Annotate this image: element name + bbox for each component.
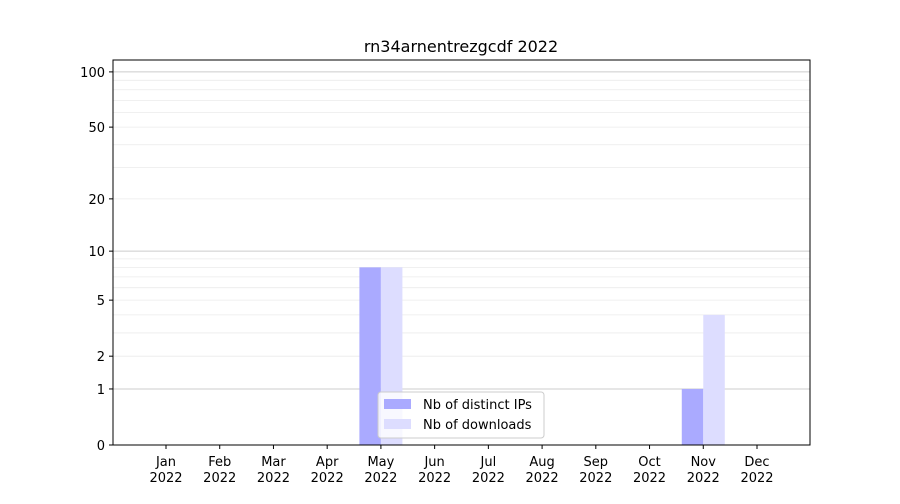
bar-distinct-ips <box>359 267 381 445</box>
legend-swatch <box>384 419 411 429</box>
x-tick-label: Dec 2022 <box>740 455 773 486</box>
x-tick-label: Mar 2022 <box>257 455 290 486</box>
plot-frame <box>112 59 811 446</box>
bar-downloads <box>703 314 725 445</box>
y-tick-label: 1 <box>97 383 105 398</box>
y-tick-label: 50 <box>88 121 105 136</box>
bar-distinct-ips <box>681 388 704 445</box>
legend-label: Nb of downloads <box>423 418 532 433</box>
x-tick-label: Nov 2022 <box>687 455 720 486</box>
y-tick-label: 100 <box>80 66 105 81</box>
y-tick-label: 20 <box>88 193 105 208</box>
x-tick-label: May 2022 <box>364 455 397 486</box>
legend-label: Nb of distinct IPs <box>423 398 532 413</box>
y-tick-label: 0 <box>97 439 105 454</box>
x-tick-label: Sep 2022 <box>579 455 612 486</box>
y-tick-label: 10 <box>88 245 105 260</box>
y-tick-label: 2 <box>97 350 105 365</box>
x-tick-label: Apr 2022 <box>311 455 344 486</box>
legend-box <box>377 391 545 439</box>
x-tick-label: Oct 2022 <box>633 455 666 486</box>
y-tick-label: 5 <box>97 294 105 309</box>
x-tick-label: Jan 2022 <box>149 455 182 486</box>
x-tick-label: Aug 2022 <box>526 455 559 486</box>
x-tick-label: Feb 2022 <box>203 455 236 486</box>
legend-swatch <box>384 399 411 409</box>
chart-title: rn34arnentrezgcdf 2022 <box>364 37 558 56</box>
x-tick-label: Jul 2022 <box>472 455 505 486</box>
x-tick-label: Jun 2022 <box>418 455 451 486</box>
